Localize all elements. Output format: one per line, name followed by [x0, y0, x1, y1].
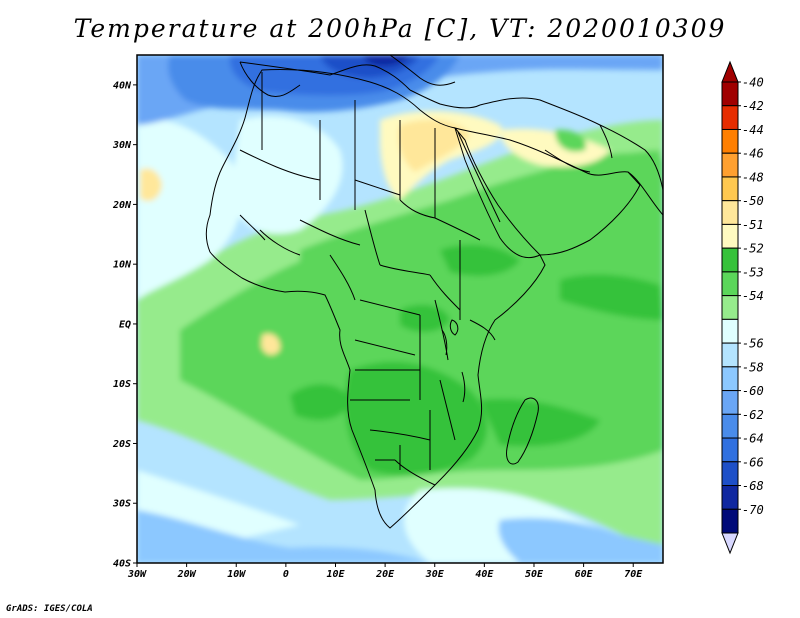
colorbar-label: -51: [742, 218, 764, 232]
colorbar-label: -70: [742, 503, 764, 517]
lon-tick-label: 20W: [177, 569, 197, 580]
colorbar-label: -52: [742, 242, 764, 256]
colorbar-swatch: [721, 461, 739, 487]
lat-tick-label: 20N: [112, 200, 132, 211]
lat-tick-label: EQ: [119, 319, 131, 330]
colorbar: -40 -42 -44 -46 -48 -50 -51 -52 -53 -54 -56 -58 -60 -…: [721, 60, 764, 555]
colorbar-swatch: [721, 223, 739, 249]
lat-tick-label: 30S: [112, 499, 131, 510]
colorbar-low-arrow: [721, 532, 739, 555]
lon-tick-label: 10W: [227, 569, 246, 580]
colorbar-label: -42: [742, 99, 764, 113]
lon-tick-label: 40E: [475, 569, 494, 580]
colorbar-label: -68: [742, 479, 764, 493]
colorbar-label: -62: [742, 408, 764, 422]
lat-tick-label: 10S: [113, 379, 131, 390]
colorbar-swatch: [721, 508, 739, 534]
colorbar-swatch: [721, 200, 739, 225]
colorbar-swatch: [721, 413, 739, 439]
lon-tick-label: 20E: [375, 569, 395, 580]
lon-tick-label: 70E: [624, 569, 643, 580]
lon-tick-label: 10E: [326, 569, 345, 580]
longitude-ticks: 30W 20W 10W 0 10E 20E 30E 40E 50E 60E 70E: [127, 563, 643, 580]
colorbar-swatch: [721, 295, 739, 320]
colorbar-label: -46: [742, 147, 764, 161]
lat-tick-label: 10N: [113, 260, 132, 271]
lat-tick-label: 20S: [112, 439, 131, 450]
lon-tick-label: 0: [283, 569, 289, 580]
colorbar-swatch: [721, 318, 739, 344]
colorbar-label: -40: [742, 76, 764, 90]
lon-tick-label: 50E: [525, 569, 544, 580]
colorbar-label: -54: [742, 289, 764, 303]
colorbar-label: -58: [742, 360, 764, 374]
map-title: Temperature at 200hPa [C], VT: 202001030…: [73, 14, 727, 43]
colorbar-label: -53: [742, 265, 764, 279]
colorbar-swatch: [721, 247, 739, 273]
colorbar-swatch: [721, 152, 739, 178]
lat-tick-label: 40N: [113, 80, 132, 91]
colorbar-label: -64: [742, 432, 764, 446]
colorbar-swatch: [721, 437, 739, 463]
latitude-ticks: 40N 30N 20N 10N EQ 10S 20S 30S 40S: [112, 80, 137, 570]
colorbar-label: -48: [742, 170, 764, 184]
colorbar-label: -44: [742, 123, 764, 137]
lon-tick-label: 30W: [127, 569, 147, 580]
colorbar-swatch: [721, 390, 739, 415]
colorbar-label: -60: [742, 384, 764, 398]
colorbar-swatch: [721, 128, 739, 154]
map-frame: [136, 54, 664, 564]
colorbar-label: -50: [742, 194, 764, 208]
coastlines: [205, 55, 663, 529]
colorbar-swatch: [721, 366, 739, 392]
colorbar-label: -56: [742, 337, 764, 351]
temperature-field: [137, 55, 663, 563]
colorbar-swatch: [721, 176, 739, 202]
colorbar-high-arrow: [721, 60, 739, 83]
colorbar-swatch: [721, 271, 739, 297]
grads-credit: GrADS: IGES/COLA: [6, 604, 93, 614]
lon-tick-label: 30E: [425, 569, 445, 580]
lat-tick-label: 30N: [112, 140, 132, 151]
colorbar-swatch: [721, 105, 739, 130]
colorbar-label: -66: [742, 455, 764, 469]
colorbar-swatch: [721, 81, 739, 107]
lon-tick-label: 60E: [575, 569, 594, 580]
colorbar-swatch: [721, 342, 739, 368]
colorbar-swatch: [721, 485, 739, 510]
lat-tick-label: 40S: [113, 559, 131, 570]
